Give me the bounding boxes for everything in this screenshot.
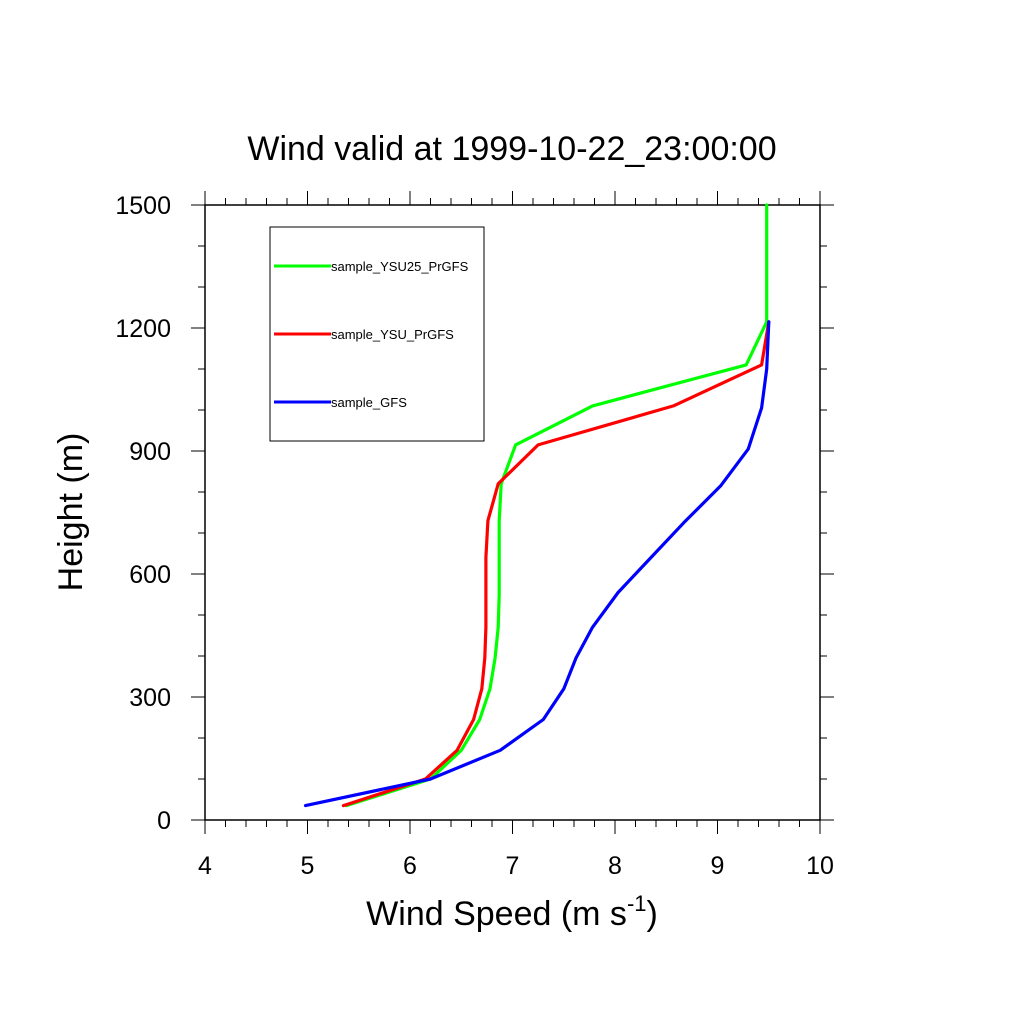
y-tick-label: 0 xyxy=(157,807,171,835)
y-tick-label: 600 xyxy=(129,561,171,589)
legend-label-ysu25: sample_YSU25_PrGFS xyxy=(331,259,469,274)
x-tick-label: 5 xyxy=(301,852,315,880)
y-tick-label: 300 xyxy=(129,684,171,712)
x-tick-label: 4 xyxy=(198,852,212,880)
x-tick-label: 8 xyxy=(608,852,622,880)
axis-ticks xyxy=(191,191,834,834)
series-line-gfs xyxy=(303,320,771,808)
legend-label-gfs: sample_GFS xyxy=(331,395,407,410)
x-tick-label: 10 xyxy=(806,852,834,880)
legend-item-gfs: sample_GFS xyxy=(274,395,407,410)
series-lines xyxy=(303,203,771,808)
y-tick-label: 1200 xyxy=(115,315,171,343)
x-tick-label: 7 xyxy=(506,852,520,880)
series-line-ysu xyxy=(341,320,771,808)
legend-label-ysu: sample_YSU_PrGFS xyxy=(331,327,454,342)
series-line-ysu25 xyxy=(344,203,769,808)
y-tick-label: 1500 xyxy=(115,192,171,220)
y-axis-label: Height (m) xyxy=(52,433,90,592)
legend-item-ysu: sample_YSU_PrGFS xyxy=(274,327,454,342)
x-tick-label: 6 xyxy=(403,852,417,880)
x-tick-label: 9 xyxy=(711,852,725,880)
x-axis-label: Wind Speed (m s-1) xyxy=(366,891,658,933)
y-tick-label: 900 xyxy=(129,438,171,466)
axis-tick-labels: 4 5 6 7 8 9 10 0 300 600 900 1200 1500 xyxy=(115,192,834,880)
legend-item-ysu25: sample_YSU25_PrGFS xyxy=(274,259,469,274)
chart-title: Wind valid at 1999-10-22_23:00:00 xyxy=(247,130,776,168)
legend: sample_YSU25_PrGFS sample_YSU_PrGFS samp… xyxy=(269,226,485,442)
